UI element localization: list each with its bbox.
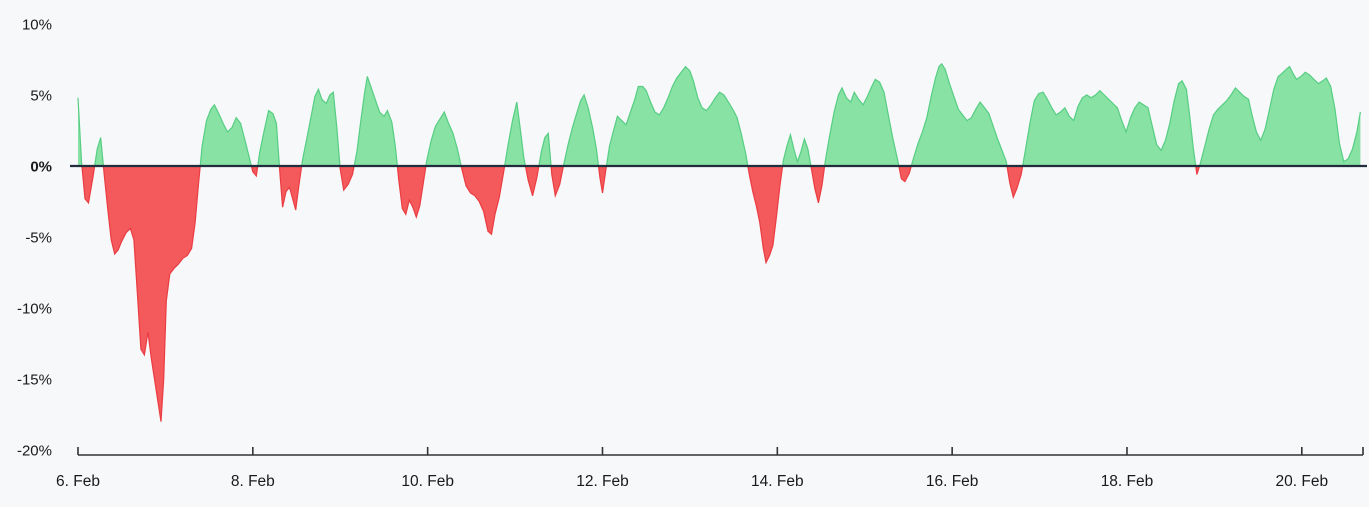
y-axis-label: -5% <box>25 230 52 247</box>
y-axis-label: -15% <box>17 372 52 389</box>
x-axis-label: 8. Feb <box>231 473 275 490</box>
y-axis-label: -10% <box>17 301 52 318</box>
x-axis-label: 12. Feb <box>576 473 629 490</box>
y-axis-label: 5% <box>30 88 52 105</box>
x-axis-label: 18. Feb <box>1101 473 1154 490</box>
x-axis-label: 10. Feb <box>401 473 454 490</box>
y-axis-label: 0% <box>30 159 52 176</box>
area-positive <box>78 63 1361 166</box>
series-line-positive <box>77 62 1361 166</box>
x-axis-label: 16. Feb <box>926 473 979 490</box>
x-axis-label: 14. Feb <box>751 473 804 490</box>
series-line-negative <box>81 166 1201 422</box>
y-axis-label: 10% <box>22 17 52 34</box>
x-axis-label: 20. Feb <box>1276 473 1329 490</box>
y-axis-label: -20% <box>17 443 52 460</box>
x-axis-label: 6. Feb <box>56 473 100 490</box>
